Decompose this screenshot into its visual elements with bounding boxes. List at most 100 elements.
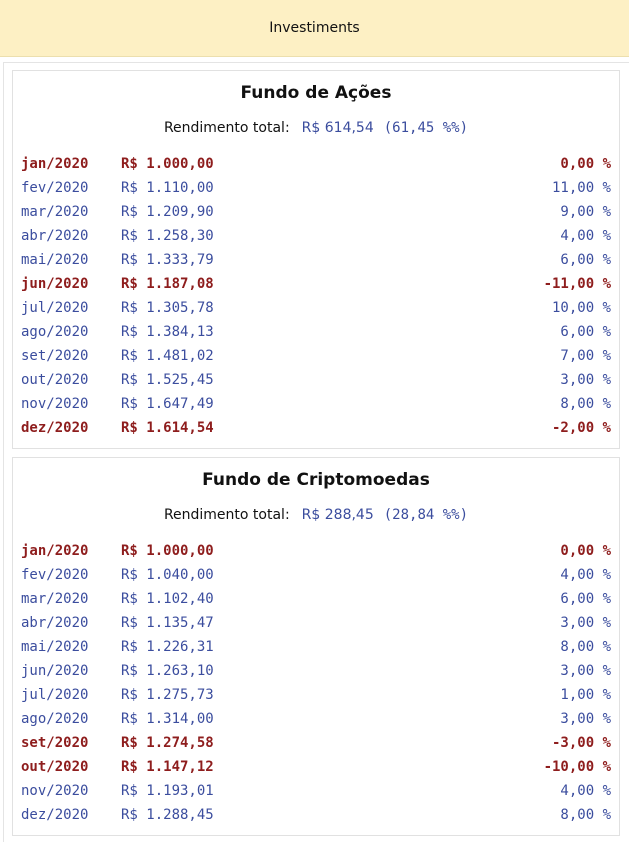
total-label: Rendimento total: [163, 120, 290, 136]
month-row: jan/2020 R$ 1.000,00 0,00 % [13, 152, 619, 176]
total-value: R$ 614,54 [301, 120, 374, 136]
monthly-rows: jan/2020 R$ 1.000,00 0,00 % fev/2020 R$ 1.11… [13, 152, 619, 440]
monthly-return: 4,00 % [560, 228, 611, 244]
monthly-return: 10,00 % [551, 300, 611, 316]
fund-card-criptomoedas: Fundo de Criptomoedas Rendimento total: R… [12, 457, 620, 836]
monthly-return: 8,00 % [560, 807, 611, 823]
monthly-return: -3,00 % [551, 735, 611, 751]
balance-value: R$ 1.274,58 [121, 735, 214, 751]
monthly-return: 0,00 % [560, 156, 611, 172]
month-row: dez/2020 R$ 1.288,45 8,00 % [13, 803, 619, 827]
monthly-return: 3,00 % [560, 711, 611, 727]
total-label: Rendimento total: [163, 507, 290, 523]
month-label: out/2020 [21, 759, 89, 775]
month-label: ago/2020 [21, 324, 89, 340]
total-value: R$ 288,45 [301, 507, 374, 523]
monthly-return: 8,00 % [560, 396, 611, 412]
month-label: set/2020 [21, 735, 89, 751]
month-label: jun/2020 [21, 276, 89, 292]
monthly-return: 11,00 % [551, 180, 611, 196]
balance-value: R$ 1.525,45 [121, 372, 214, 388]
balance-value: R$ 1.110,00 [121, 180, 214, 196]
month-label: jan/2020 [21, 156, 89, 172]
month-label: mar/2020 [21, 204, 89, 220]
month-row: jan/2020 R$ 1.000,00 0,00 % [13, 539, 619, 563]
month-label: fev/2020 [21, 180, 89, 196]
balance-value: R$ 1.147,12 [121, 759, 214, 775]
month-label: fev/2020 [21, 567, 89, 583]
monthly-return: 3,00 % [560, 615, 611, 631]
balance-value: R$ 1.193,01 [121, 783, 214, 799]
fund-total-summary: Rendimento total: R$ 288,45 (28,84 %%) [13, 507, 619, 523]
month-row: jun/2020 R$ 1.263,10 3,00 % [13, 659, 619, 683]
balance-value: R$ 1.614,54 [121, 420, 214, 436]
month-label: ago/2020 [21, 711, 89, 727]
month-row: set/2020 R$ 1.481,02 7,00 % [13, 344, 619, 368]
balance-value: R$ 1.288,45 [121, 807, 214, 823]
month-row: mai/2020 R$ 1.226,31 8,00 % [13, 635, 619, 659]
month-row: ago/2020 R$ 1.384,13 6,00 % [13, 320, 619, 344]
monthly-rows: jan/2020 R$ 1.000,00 0,00 % fev/2020 R$ 1.04… [13, 539, 619, 827]
monthly-return: -10,00 % [543, 759, 611, 775]
month-row: abr/2020 R$ 1.258,30 4,00 % [13, 224, 619, 248]
month-row: nov/2020 R$ 1.193,01 4,00 % [13, 779, 619, 803]
monthly-return: 9,00 % [560, 204, 611, 220]
month-label: jan/2020 [21, 543, 89, 559]
month-label: abr/2020 [21, 615, 89, 631]
app-title: Investiments [269, 20, 360, 36]
month-label: abr/2020 [21, 228, 89, 244]
balance-value: R$ 1.314,00 [121, 711, 214, 727]
month-label: jun/2020 [21, 663, 89, 679]
month-row: out/2020 R$ 1.147,12 -10,00 % [13, 755, 619, 779]
month-label: jul/2020 [21, 687, 89, 703]
fund-title: Fundo de Ações [240, 83, 392, 103]
month-row: mai/2020 R$ 1.333,79 6,00 % [13, 248, 619, 272]
app-header: Investiments [0, 0, 629, 57]
monthly-return: 6,00 % [560, 324, 611, 340]
month-row: nov/2020 R$ 1.647,49 8,00 % [13, 392, 619, 416]
monthly-return: 4,00 % [560, 567, 611, 583]
balance-value: R$ 1.258,30 [121, 228, 214, 244]
balance-value: R$ 1.275,73 [121, 687, 214, 703]
month-row: fev/2020 R$ 1.110,00 11,00 % [13, 176, 619, 200]
fund-total-summary: Rendimento total: R$ 614,54 (61,45 %%) [13, 120, 619, 136]
month-label: out/2020 [21, 372, 89, 388]
month-label: mai/2020 [21, 639, 89, 655]
month-row: ago/2020 R$ 1.314,00 3,00 % [13, 707, 619, 731]
monthly-return: 6,00 % [560, 591, 611, 607]
month-label: jul/2020 [21, 300, 89, 316]
balance-value: R$ 1.333,79 [121, 252, 214, 268]
balance-value: R$ 1.647,49 [121, 396, 214, 412]
monthly-return: -11,00 % [543, 276, 611, 292]
fund-title: Fundo de Criptomoedas [202, 470, 430, 490]
monthly-return: 1,00 % [560, 687, 611, 703]
monthly-return: -2,00 % [551, 420, 611, 436]
month-label: mar/2020 [21, 591, 89, 607]
monthly-return: 3,00 % [560, 663, 611, 679]
month-label: set/2020 [21, 348, 89, 364]
total-percentage: (61,45 %%) [383, 120, 469, 136]
month-row: fev/2020 R$ 1.040,00 4,00 % [13, 563, 619, 587]
balance-value: R$ 1.000,00 [121, 156, 214, 172]
balance-value: R$ 1.102,40 [121, 591, 214, 607]
month-row: mar/2020 R$ 1.209,90 9,00 % [13, 200, 619, 224]
balance-value: R$ 1.263,10 [121, 663, 214, 679]
balance-value: R$ 1.040,00 [121, 567, 214, 583]
balance-value: R$ 1.209,90 [121, 204, 214, 220]
month-label: dez/2020 [21, 807, 89, 823]
monthly-return: 3,00 % [560, 372, 611, 388]
monthly-return: 4,00 % [560, 783, 611, 799]
month-label: nov/2020 [21, 783, 89, 799]
month-row: mar/2020 R$ 1.102,40 6,00 % [13, 587, 619, 611]
month-label: dez/2020 [21, 420, 89, 436]
month-label: nov/2020 [21, 396, 89, 412]
balance-value: R$ 1.000,00 [121, 543, 214, 559]
month-row: dez/2020 R$ 1.614,54 -2,00 % [13, 416, 619, 440]
month-row: jul/2020 R$ 1.305,78 10,00 % [13, 296, 619, 320]
month-row: abr/2020 R$ 1.135,47 3,00 % [13, 611, 619, 635]
month-row: set/2020 R$ 1.274,58 -3,00 % [13, 731, 619, 755]
total-percentage: (28,84 %%) [383, 507, 469, 523]
main-content [3, 62, 629, 842]
balance-value: R$ 1.384,13 [121, 324, 214, 340]
monthly-return: 8,00 % [560, 639, 611, 655]
